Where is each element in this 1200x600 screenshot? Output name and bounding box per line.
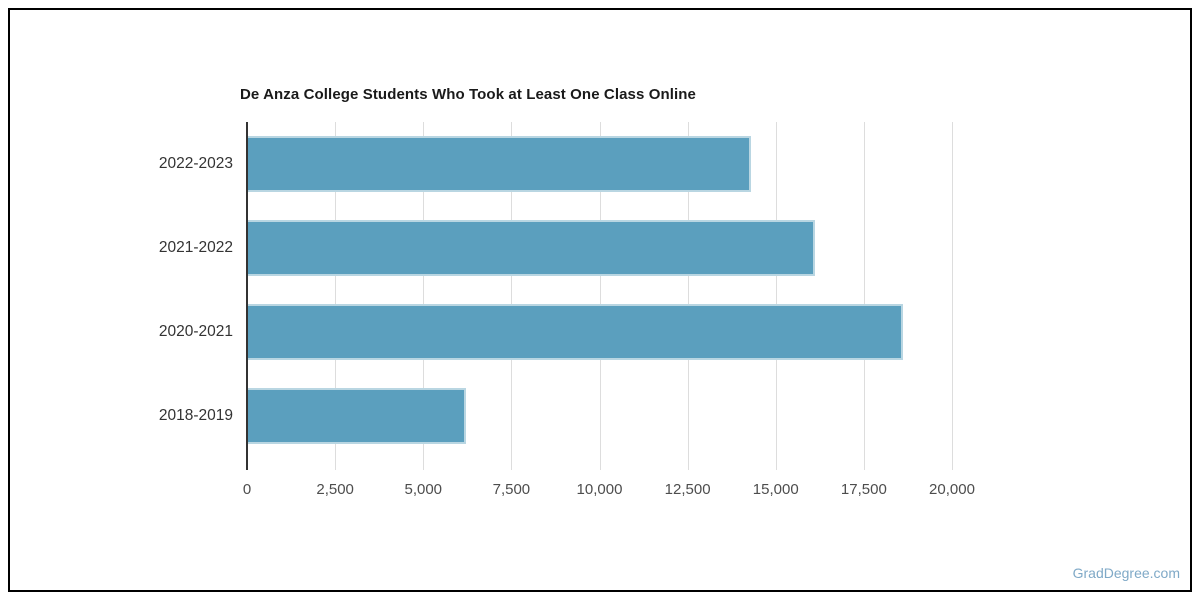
bar-2020-2021 [247, 304, 903, 360]
x-tick-label: 7,500 [492, 481, 531, 498]
gridline [863, 122, 865, 470]
bar-2021-2022 [247, 220, 815, 276]
gridline [599, 122, 601, 470]
x-tick-label: 17,500 [840, 481, 887, 498]
x-tick-label: 12,500 [664, 481, 711, 498]
watermark-link[interactable]: GradDegree.com [1072, 565, 1180, 581]
x-tick-label: 20,000 [929, 481, 975, 498]
gridline [423, 122, 425, 470]
y-axis-labels: 2022-2023 2021-2022 2020-2021 2018-2019 [10, 122, 233, 458]
gridline [511, 122, 513, 470]
x-tick-label: 10,000 [576, 481, 623, 498]
y-tick-label: 2022-2023 [158, 155, 233, 172]
bar-2022-2023 [247, 136, 752, 192]
y-axis-line [246, 122, 248, 470]
y-tick-label: 2018-2019 [158, 407, 233, 424]
gridline [687, 122, 689, 470]
x-tick-label: 2,500 [316, 481, 354, 498]
y-tick-label: 2020-2021 [158, 323, 233, 340]
chart-title: De Anza College Students Who Took at Lea… [240, 86, 696, 103]
gridline [775, 122, 777, 470]
y-tick-label: 2021-2022 [158, 239, 233, 256]
x-tick-label: 5,000 [404, 481, 443, 498]
gridline [335, 122, 337, 470]
plot-area [246, 122, 1010, 470]
gridline [952, 122, 953, 470]
x-axis-labels: 0 2,500 5,000 7,500 10,000 12,500 15,000 17,500… [243, 481, 1010, 501]
x-tick-label: 15,000 [752, 481, 799, 498]
x-tick-label: 0 [242, 481, 252, 498]
bar-2018-2019 [247, 388, 466, 444]
chart-frame: De Anza College Students Who Took at Lea… [8, 8, 1192, 592]
